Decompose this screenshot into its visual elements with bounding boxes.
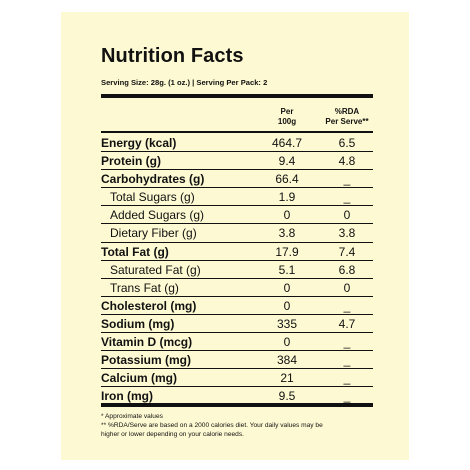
- nutrient-name: Cholesterol (mg): [101, 298, 197, 313]
- rda-value: 0: [343, 280, 351, 295]
- per-100g-value: 9.4: [278, 154, 296, 169]
- rda-header: %RDA Per Serve**: [319, 107, 375, 126]
- rda-value: 6.5: [338, 136, 356, 150]
- nutrient-row: Total Fat (g) 17.9 7.4: [101, 243, 373, 261]
- nutrient-row: Iron (mg) 9.5 _: [101, 387, 373, 405]
- nutrient-row: Total Sugars (g) 1.9 _: [101, 188, 373, 207]
- rda-value: _: [343, 172, 351, 187]
- rda-header-line2: Per Serve**: [325, 116, 369, 126]
- per-100g-value: 1.9: [278, 190, 296, 205]
- per-100g-value: 5.1: [278, 262, 296, 277]
- rda-value: _: [343, 371, 351, 386]
- rda-value: 3.8: [338, 226, 356, 241]
- nutrient-name: Dietary Fiber (g): [110, 226, 197, 241]
- rda-value: 7.4: [338, 244, 356, 259]
- nutrient-row: Carbohydrates (g) 66.4 _: [101, 170, 373, 189]
- label-title: Nutrition Facts: [101, 45, 244, 67]
- per-100g-header-line2: 100g: [277, 116, 297, 126]
- bottom-divider: [101, 403, 373, 407]
- per-100g-value: 464.7: [271, 136, 303, 150]
- nutrient-row: Calcium (mg) 21 _: [101, 369, 373, 388]
- nutrient-row: Sodium (mg) 335 4.7: [101, 315, 373, 334]
- footnotes: * Approximate values ** %RDA/Serve are b…: [101, 412, 373, 439]
- nutrient-row: Dietary Fiber (g) 3.8 3.8: [101, 224, 373, 243]
- rda-header-line1: %RDA: [334, 107, 360, 116]
- nutrient-row: Cholesterol (mg) 0 _: [101, 297, 373, 315]
- per-100g-value: 17.9: [275, 244, 299, 259]
- per-100g-value: 3.8: [278, 226, 296, 241]
- nutrient-row: Saturated Fat (g) 5.1 6.8: [101, 261, 373, 279]
- nutrient-name: Trans Fat (g): [110, 280, 179, 295]
- nutrient-row: Protein (g) 9.4 4.8: [101, 152, 373, 171]
- nutrient-row: Energy (kcal) 464.7 6.5: [101, 134, 373, 153]
- nutrient-name: Protein (g): [101, 154, 161, 169]
- per-100g-value: 0: [283, 208, 291, 223]
- nutrient-name: Saturated Fat (g): [110, 262, 201, 277]
- rda-value: 4.7: [338, 316, 356, 331]
- per-100g-value: 0: [283, 298, 291, 313]
- nutrition-label: Nutrition Facts Serving Size: 28g. (1 oz…: [61, 12, 409, 460]
- rda-value: _: [343, 389, 351, 404]
- rda-value: _: [343, 335, 351, 350]
- footnote-line: higher or lower depending on your calori…: [101, 431, 244, 438]
- per-100g-value: 21: [280, 371, 294, 386]
- rda-value: _: [343, 353, 351, 368]
- nutrient-name: Sodium (mg): [101, 316, 175, 331]
- per-100g-value: 384: [276, 353, 298, 368]
- nutrient-name: Vitamin D (mcg): [101, 335, 193, 350]
- rda-value: _: [343, 298, 351, 313]
- header-divider: [101, 131, 373, 133]
- nutrient-name: Total Fat (g): [101, 244, 169, 259]
- per-100g-value: 0: [283, 335, 291, 350]
- per-100g-header: Per 100g: [261, 107, 313, 126]
- nutrient-name: Calcium (mg): [101, 371, 178, 386]
- nutrient-name: Total Sugars (g): [110, 190, 195, 205]
- serving-info: Serving Size: 28g. (1 oz.) | Serving Per…: [101, 78, 268, 87]
- nutrient-row: Trans Fat (g) 0 0: [101, 279, 373, 297]
- rda-value: 6.8: [338, 262, 356, 277]
- thick-divider: [101, 94, 373, 98]
- nutrient-row: Added Sugars (g) 0 0: [101, 206, 373, 225]
- rda-value: 4.8: [338, 154, 356, 169]
- per-100g-value: 0: [283, 280, 291, 295]
- per-100g-header-line1: Per: [280, 107, 294, 116]
- nutrient-name: Potassium (mg): [101, 353, 192, 368]
- per-100g-value: 335: [276, 316, 298, 331]
- nutrient-row: Vitamin D (mcg) 0 _: [101, 333, 373, 352]
- rda-value: _: [343, 190, 351, 205]
- nutrient-name: Iron (mg): [101, 389, 153, 404]
- nutrient-table: Energy (kcal) 464.7 6.5 Protein (g) 9.4 4.8 Ca…: [101, 134, 373, 405]
- footnote-line: ** %RDA/Serve are based on a 2000 calori…: [101, 422, 323, 429]
- nutrient-name: Carbohydrates (g): [101, 172, 205, 187]
- per-100g-value: 66.4: [275, 172, 299, 187]
- nutrient-name: Energy (kcal): [101, 136, 177, 150]
- nutrient-name: Added Sugars (g): [110, 208, 205, 223]
- per-100g-value: 9.5: [278, 389, 296, 404]
- footnote-line: * Approximate values: [101, 413, 163, 420]
- rda-value: 0: [343, 208, 351, 223]
- nutrient-row: Potassium (mg) 384 _: [101, 351, 373, 370]
